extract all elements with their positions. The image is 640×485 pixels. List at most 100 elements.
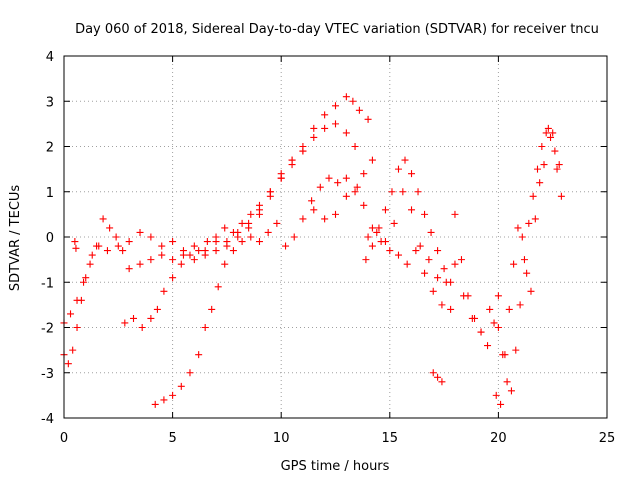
data-point <box>121 319 129 327</box>
data-point <box>93 242 101 250</box>
data-point <box>125 238 133 246</box>
data-point <box>342 174 350 182</box>
y-axis-label: SDTVAR / TECUs <box>8 185 23 292</box>
data-point <box>540 161 548 169</box>
data-point <box>533 165 541 173</box>
data-point <box>544 124 552 132</box>
data-point <box>421 269 429 277</box>
data-point <box>80 278 88 286</box>
data-point <box>73 324 81 331</box>
data-point <box>321 124 329 132</box>
data-point <box>412 247 420 255</box>
data-point <box>125 265 133 273</box>
data-point <box>555 161 563 169</box>
x-tick-label: 20 <box>490 431 507 446</box>
data-point <box>158 242 166 250</box>
y-tick-label: 0 <box>46 231 54 246</box>
data-point <box>229 247 237 255</box>
data-point <box>203 238 211 246</box>
data-point <box>401 156 409 164</box>
data-point <box>234 233 242 241</box>
data-point <box>520 256 528 264</box>
data-point <box>103 247 111 255</box>
data-point <box>334 179 342 187</box>
data-point <box>538 143 546 150</box>
data-point <box>119 247 127 255</box>
data-point <box>321 111 329 119</box>
data-point <box>221 260 229 268</box>
data-point <box>186 369 194 377</box>
data-point <box>368 156 376 164</box>
data-point <box>223 242 231 250</box>
data-point <box>490 319 498 327</box>
data-point <box>442 278 450 286</box>
data-point <box>364 115 372 123</box>
data-point <box>151 400 159 408</box>
data-point <box>321 215 329 223</box>
data-point <box>169 274 177 282</box>
data-point <box>169 391 177 399</box>
data-point <box>147 256 155 264</box>
data-point <box>282 242 290 250</box>
data-point <box>332 210 339 218</box>
data-point <box>82 274 90 282</box>
data-point <box>201 247 209 255</box>
data-point <box>525 219 533 227</box>
data-point <box>308 197 316 205</box>
data-point <box>355 106 363 114</box>
data-point <box>516 301 524 309</box>
data-point <box>147 314 155 322</box>
data-point <box>136 228 144 236</box>
data-point <box>229 228 237 236</box>
data-point <box>505 305 513 313</box>
data-point <box>212 247 220 255</box>
x-tick-label: 25 <box>599 431 616 446</box>
data-point <box>553 165 561 173</box>
data-point <box>195 247 203 255</box>
x-axis-label: GPS time / hours <box>281 459 390 474</box>
data-point <box>408 206 416 214</box>
data-point <box>221 224 229 232</box>
data-point <box>557 192 565 200</box>
data-point <box>368 242 376 250</box>
data-point <box>551 147 559 155</box>
data-point <box>310 206 318 214</box>
data-point <box>527 287 535 295</box>
data-point <box>451 210 459 218</box>
data-point <box>381 206 389 214</box>
series-track-f <box>310 174 455 313</box>
data-point <box>394 165 402 173</box>
data-point <box>438 378 446 386</box>
data-point <box>440 265 448 273</box>
data-point <box>547 133 555 141</box>
chart-title: Day 060 of 2018, Sidereal Day-to-day VTE… <box>75 22 599 37</box>
data-point <box>381 238 389 246</box>
data-point <box>316 183 324 191</box>
data-point <box>425 256 433 264</box>
data-point <box>99 215 107 223</box>
data-point <box>208 305 216 313</box>
data-point <box>310 124 318 132</box>
data-point <box>360 170 368 178</box>
data-point <box>342 93 350 101</box>
data-point <box>147 233 155 241</box>
data-point <box>501 351 509 359</box>
data-point <box>416 242 424 250</box>
data-point <box>342 192 350 200</box>
y-tick-label: 4 <box>46 50 54 65</box>
axis-ticks <box>63 55 608 419</box>
x-tick-label: 10 <box>273 431 290 446</box>
series-track-b <box>60 215 127 327</box>
series-track-a <box>60 93 372 368</box>
data-point <box>332 102 339 110</box>
data-point <box>177 382 185 390</box>
data-point <box>106 224 114 232</box>
data-point <box>503 378 511 386</box>
data-point <box>310 133 318 141</box>
grid <box>64 56 607 418</box>
data-point <box>264 228 272 236</box>
y-tick-label: -3 <box>41 367 54 382</box>
data-point <box>255 238 263 246</box>
data-point <box>288 156 296 164</box>
